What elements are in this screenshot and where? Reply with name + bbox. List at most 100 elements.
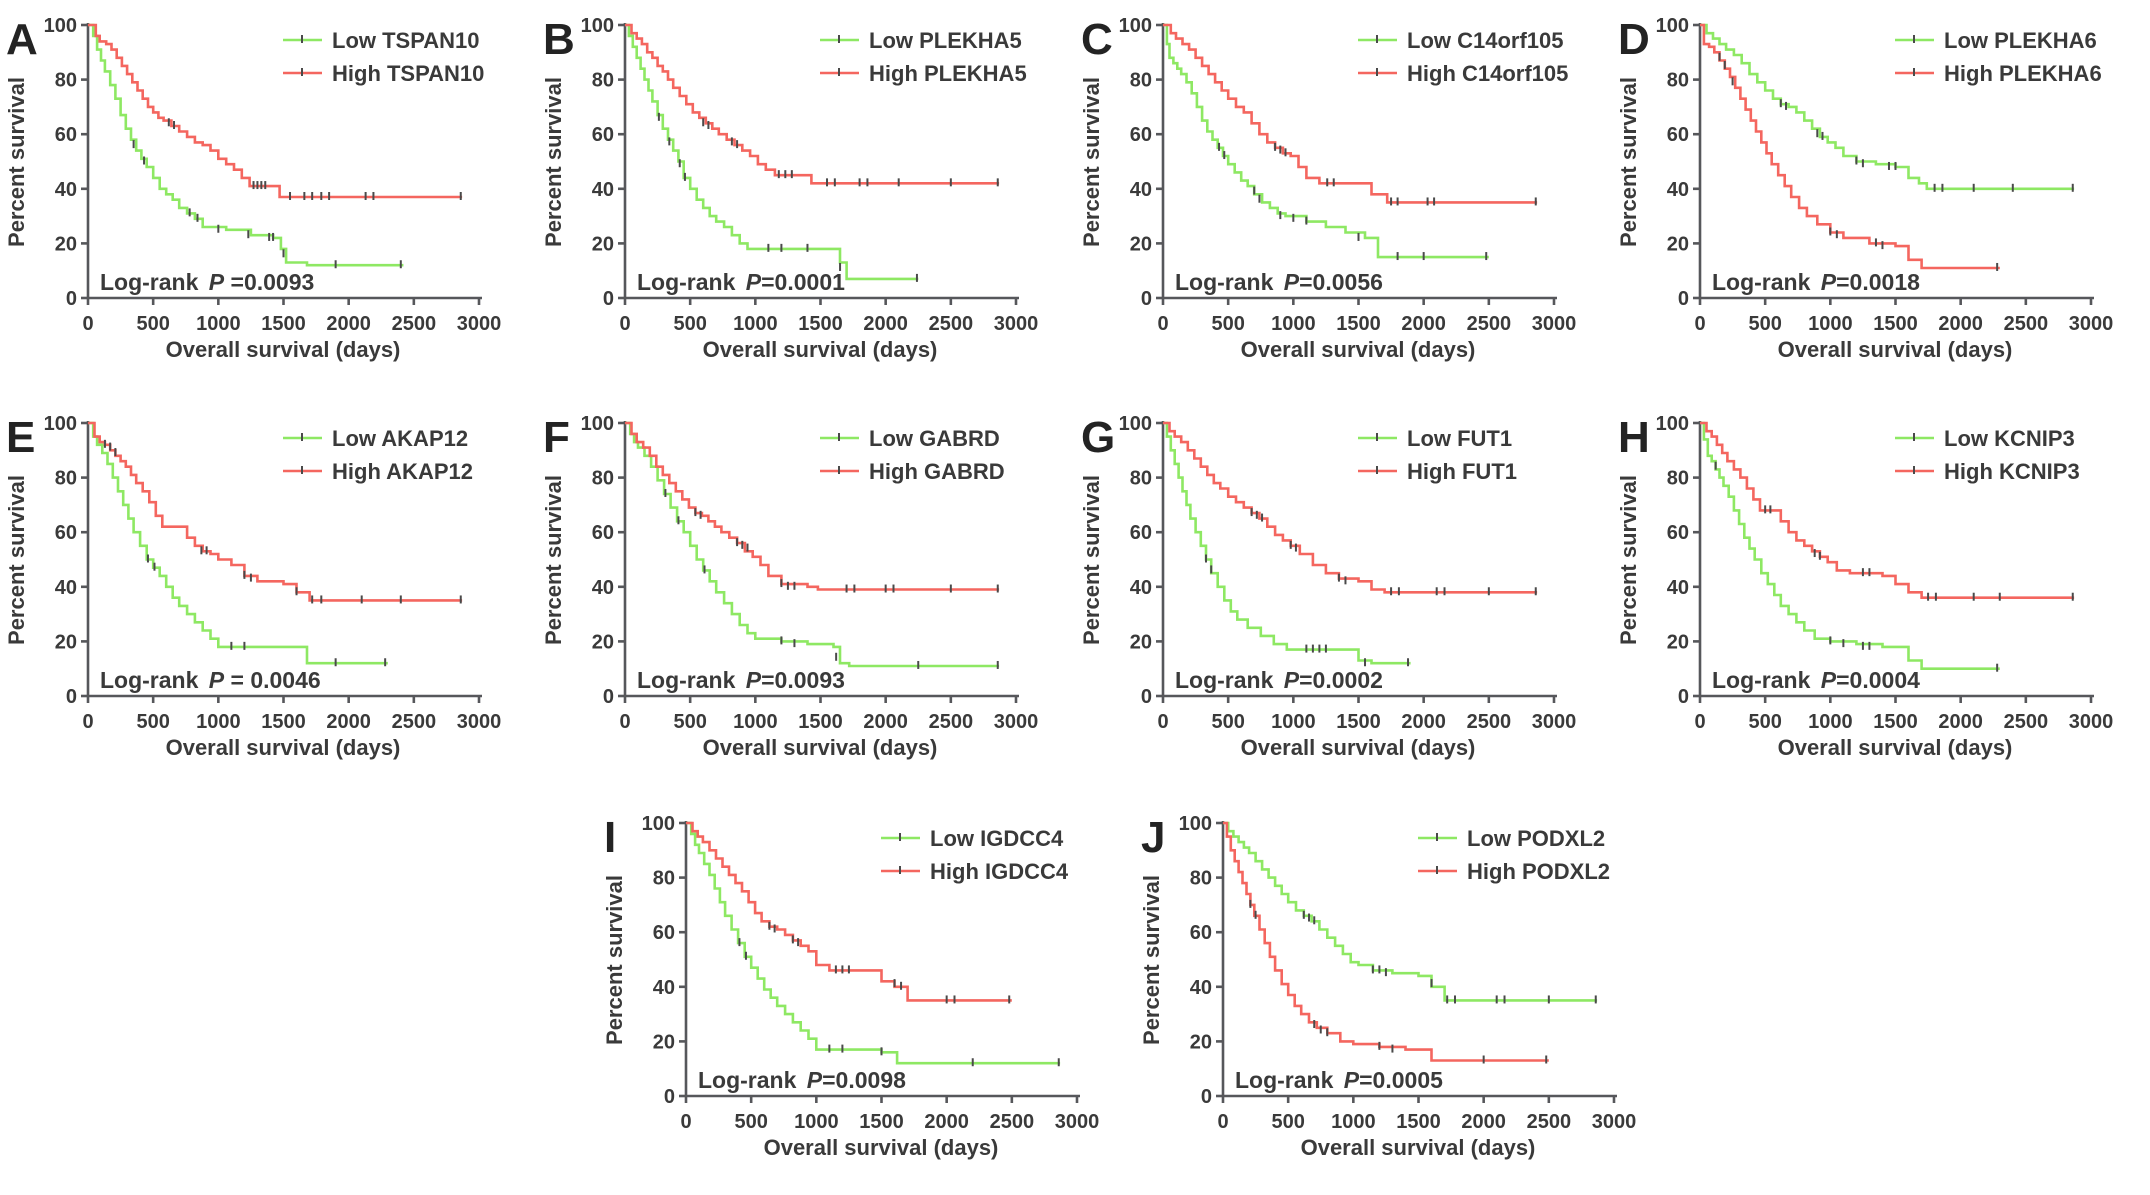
svg-text:60: 60 (1130, 124, 1152, 146)
km-curve-high (1700, 421, 2075, 599)
panel-letter: A (6, 15, 38, 64)
y-axis-label: Percent survival (4, 77, 29, 247)
y-axis-label: Percent survival (1079, 475, 1104, 645)
y-axis-label: Percent survival (1616, 77, 1641, 247)
censor-ticks-high (1764, 505, 2074, 601)
y-axis-label: Percent survival (1079, 77, 1104, 247)
censor-ticks-low (657, 112, 918, 282)
panel-letter: E (6, 413, 35, 462)
x-axis-label: Overall survival (days) (1241, 337, 1476, 362)
x-axis-label: Overall survival (days) (1778, 337, 2013, 362)
x-axis-label: Overall survival (days) (703, 337, 938, 362)
panel-j: J 0 20 40 60 80 100 0 500 1000 1500 2000 2500 3000 Ove… (1135, 800, 1672, 1190)
svg-text:60: 60 (653, 922, 675, 944)
logrank-p-value: Log-rank P=0.0018 (1712, 269, 1920, 295)
svg-text:20: 20 (55, 631, 77, 653)
censor-ticks-high (103, 439, 462, 604)
svg-text:2500: 2500 (2004, 313, 2048, 335)
svg-text:0: 0 (619, 313, 630, 335)
svg-text:2000: 2000 (1401, 711, 1446, 733)
svg-text:1500: 1500 (1336, 711, 1381, 733)
y-axis-label: Percent survival (602, 875, 627, 1045)
svg-text:0: 0 (1678, 288, 1689, 310)
svg-text:20: 20 (592, 631, 614, 653)
legend-label-low: Low TSPAN10 (332, 28, 480, 53)
svg-text:100: 100 (44, 15, 77, 37)
censor-ticks-low (1218, 142, 1488, 261)
svg-text:0: 0 (1694, 313, 1705, 335)
legend-label-high: High PLEKHA5 (869, 61, 1027, 86)
svg-text:80: 80 (1190, 868, 1212, 890)
km-curve-high (1163, 23, 1538, 204)
x-axis-label: Overall survival (days) (166, 337, 401, 362)
svg-text:40: 40 (1130, 179, 1152, 201)
svg-text:80: 80 (1667, 70, 1689, 92)
svg-text:100: 100 (581, 413, 614, 435)
svg-text:60: 60 (55, 124, 77, 146)
svg-text:80: 80 (653, 868, 675, 890)
legend: Low C14orf105 High C14orf105 (1358, 28, 1568, 86)
svg-text:2500: 2500 (1467, 711, 1512, 733)
y-axis-label: Percent survival (1139, 875, 1164, 1045)
axes (618, 23, 1019, 305)
legend-label-low: Low PODXL2 (1467, 826, 1605, 851)
svg-text:1500: 1500 (1873, 711, 1918, 733)
x-axis-label: Overall survival (days) (703, 735, 938, 760)
legend-label-high: High IGDCC4 (930, 859, 1069, 884)
legend: Low AKAP12 High AKAP12 (283, 426, 473, 484)
axes (618, 421, 1019, 703)
km-curve-high (1700, 23, 2000, 270)
svg-text:2000: 2000 (326, 711, 371, 733)
svg-text:500: 500 (734, 1111, 767, 1133)
svg-text:80: 80 (1667, 468, 1689, 490)
km-curve-low (686, 821, 1061, 1065)
legend: Low PLEKHA6 High PLEKHA6 (1895, 28, 2102, 86)
svg-text:20: 20 (1667, 631, 1689, 653)
km-curve-low (88, 23, 404, 267)
svg-text:80: 80 (1130, 468, 1152, 490)
svg-text:100: 100 (581, 15, 614, 37)
svg-text:60: 60 (1667, 124, 1689, 146)
svg-text:2000: 2000 (1461, 1111, 1506, 1133)
logrank-p-value: Log-rank P=0.0093 (637, 667, 845, 693)
panel-letter: I (604, 813, 616, 862)
legend-label-high: High GABRD (869, 459, 1005, 484)
censor-ticks-low (738, 938, 1060, 1067)
censor-ticks-high (1274, 142, 1537, 206)
svg-text:1500: 1500 (798, 313, 843, 335)
svg-text:2500: 2500 (1527, 1111, 1572, 1133)
svg-text:100: 100 (1119, 15, 1152, 37)
panel-f: F 0 20 40 60 80 100 0 500 1000 1500 2000 2500 3000 Ove… (537, 400, 1074, 790)
svg-text:20: 20 (592, 233, 614, 255)
axes (1693, 421, 2094, 703)
svg-text:0: 0 (680, 1111, 691, 1133)
svg-text:1000: 1000 (1271, 313, 1316, 335)
panel-i: I 0 20 40 60 80 100 0 500 1000 1500 2000 2500 3000 Ove… (598, 800, 1135, 1190)
svg-text:2500: 2500 (392, 711, 437, 733)
svg-text:1500: 1500 (1396, 1111, 1441, 1133)
svg-text:1500: 1500 (261, 711, 306, 733)
svg-text:100: 100 (1179, 813, 1212, 835)
x-axis-label: Overall survival (days) (166, 735, 401, 760)
panel-h: H 0 20 40 60 80 100 0 500 1000 1500 2000 2500 3000 Ove… (1612, 400, 2149, 790)
legend-label-low: Low C14orf105 (1407, 28, 1564, 53)
svg-text:2500: 2500 (392, 313, 437, 335)
svg-text:500: 500 (1748, 711, 1781, 733)
svg-text:0: 0 (603, 288, 614, 310)
svg-text:2500: 2500 (1467, 313, 1512, 335)
svg-text:0: 0 (1217, 1111, 1228, 1133)
svg-text:2500: 2500 (929, 711, 974, 733)
svg-text:2000: 2000 (1938, 313, 1983, 335)
svg-text:40: 40 (592, 577, 614, 599)
svg-text:1000: 1000 (733, 711, 778, 733)
legend-label-high: High FUT1 (1407, 459, 1517, 484)
censor-ticks-high (694, 508, 999, 593)
svg-text:0: 0 (1141, 288, 1152, 310)
